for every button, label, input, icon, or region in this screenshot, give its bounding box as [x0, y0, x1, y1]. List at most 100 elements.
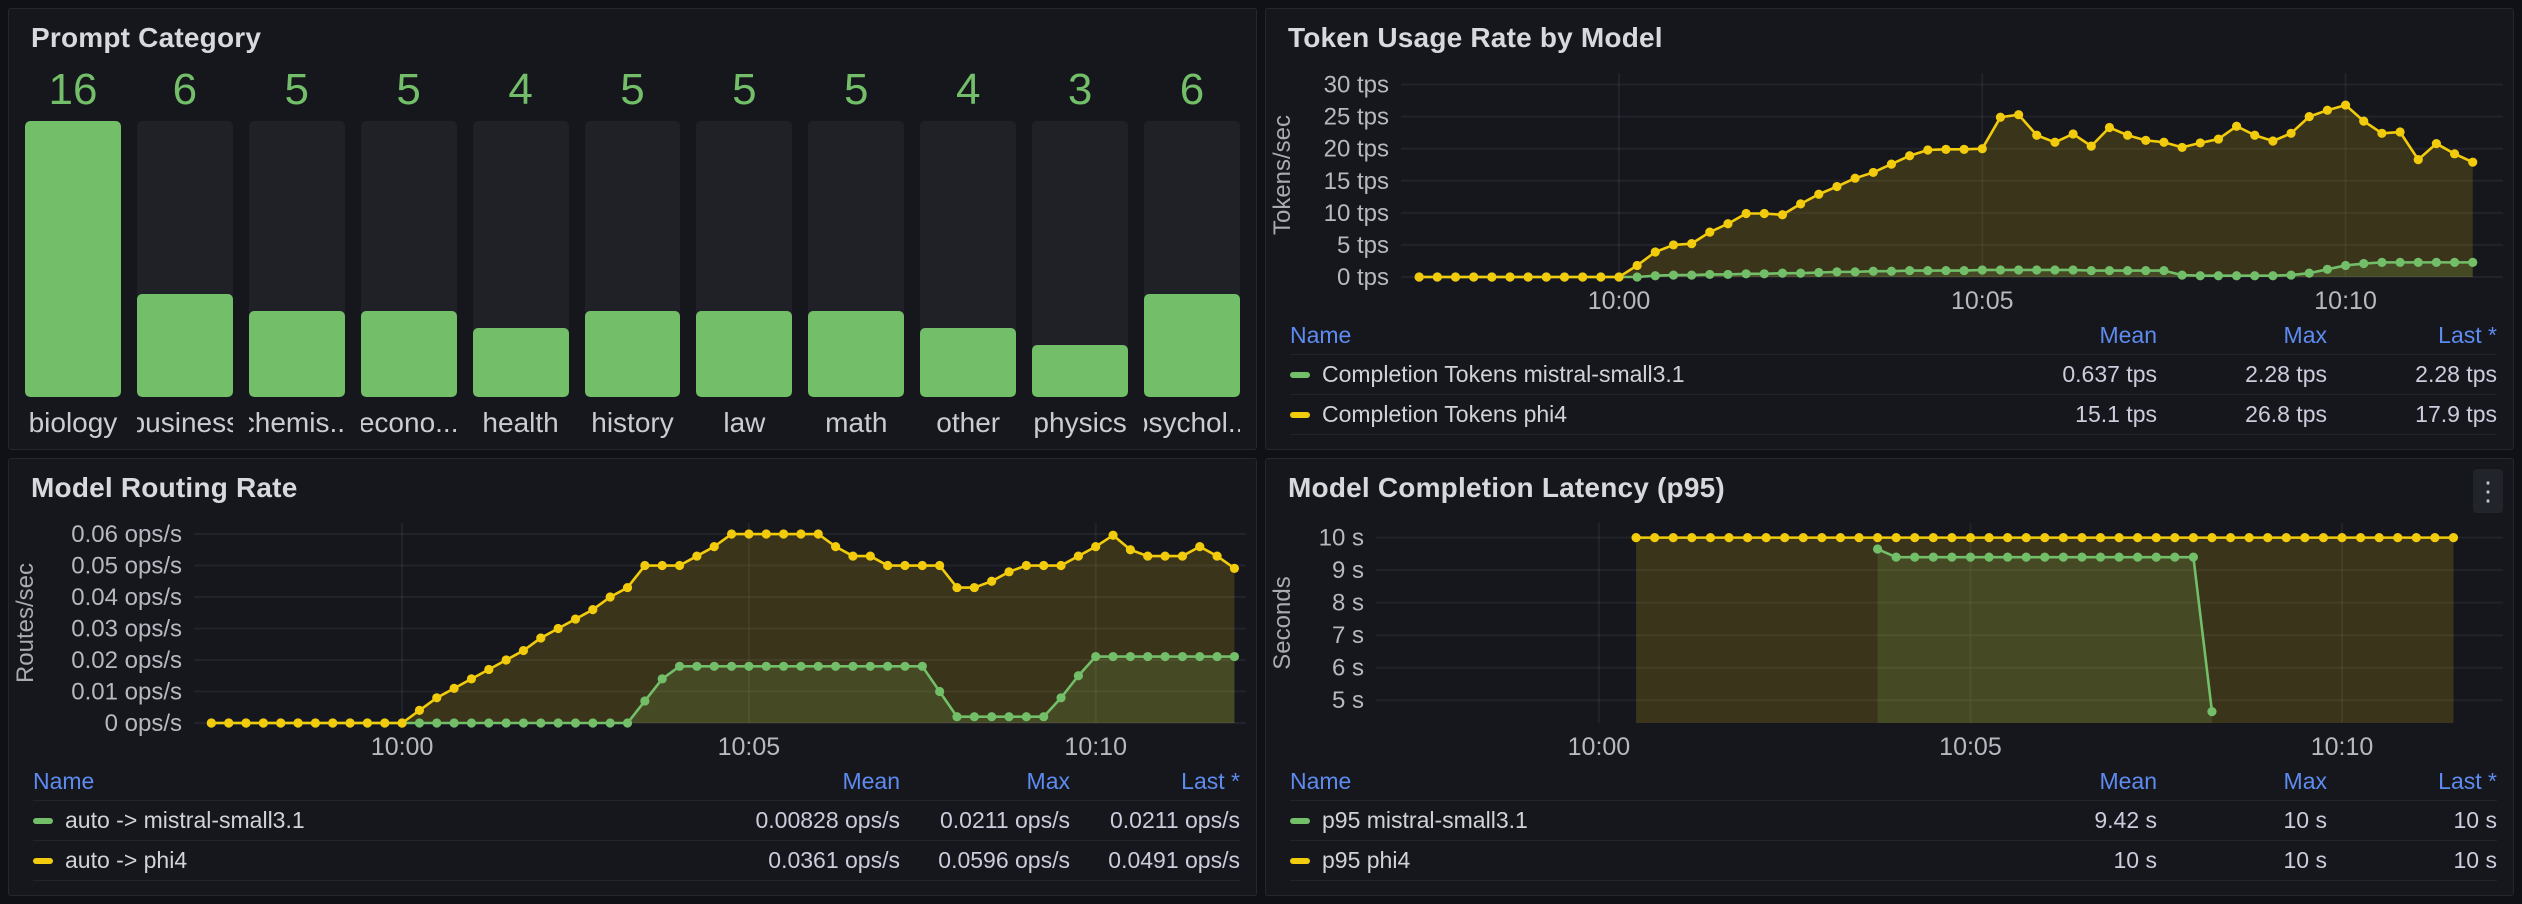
legend-column-header-max[interactable]: Max	[2283, 768, 2327, 794]
legend-header: Name Mean Max Last *	[1290, 317, 2497, 355]
y-tick-label: 0 tps	[1337, 264, 1389, 291]
legend-value-last: 0.0211 ops/s	[1109, 807, 1240, 833]
legend-series-toggle[interactable]: auto -> mistral-small3.1	[33, 807, 690, 834]
bar-fill	[248, 310, 345, 397]
legend-row: Completion Tokens mistral-small3.1 0.637 …	[1290, 355, 2497, 395]
bar-fill	[360, 310, 457, 397]
x-tick-label: 10:10	[2314, 287, 2377, 315]
legend-series-swatch-icon	[1290, 817, 1310, 824]
legend-row: auto -> mistral-small3.1 0.00828 ops/s 0.0…	[33, 801, 1240, 841]
y-tick-label: 9 s	[1332, 557, 1364, 584]
bar-column-history: 5 history	[584, 65, 681, 439]
completion-latency-plot: 5 s 6 s 7 s 8 s 9 s 10 s 10:00 10:05 10:10 Second…	[1266, 511, 2513, 763]
bar-value-label: 5	[396, 65, 421, 114]
y-tick-label: 10 tps	[1324, 200, 1389, 227]
legend-series-toggle[interactable]: p95 mistral-small3.1	[1290, 807, 1947, 834]
bar-category-label: health	[482, 407, 559, 438]
y-axis-title: Routes/sec	[12, 563, 39, 683]
bar-category-label: law	[723, 407, 766, 438]
bar-category-label: math	[825, 407, 888, 438]
bar-track	[472, 121, 569, 397]
y-tick-label: 7 s	[1332, 622, 1364, 649]
bar-value-label: 5	[844, 65, 869, 114]
y-tick-label: 15 tps	[1324, 168, 1389, 195]
bar-column-chemis: 5 chemis...	[248, 65, 345, 439]
x-tick-label: 10:10	[2311, 733, 2374, 761]
x-tick-label: 10:00	[1568, 733, 1631, 761]
x-tick-label: 10:05	[1951, 287, 2014, 315]
legend-column-header-last[interactable]: Last *	[2438, 322, 2497, 348]
bar-value-label: 16	[48, 65, 98, 114]
panel-model-completion-latency: ⋮ Model Completion Latency (p95) 5 s 6 s 7…	[1265, 458, 2514, 896]
legend-row: auto -> phi4 0.0361 ops/s 0.0596 ops/s 0.04…	[33, 841, 1240, 881]
bar-fill	[920, 328, 1017, 397]
legend-series-swatch-icon	[1290, 857, 1310, 864]
y-tick-label: 0.02 ops/s	[71, 647, 182, 674]
legend-column-header-mean[interactable]: Mean	[2099, 768, 2157, 794]
bar-track	[248, 121, 345, 397]
y-tick-label: 5 s	[1332, 687, 1364, 714]
panel-title: Model Routing Rate	[31, 472, 298, 503]
x-tick-label: 10:10	[1064, 733, 1127, 761]
legend-column-header-last[interactable]: Last *	[1181, 768, 1240, 794]
legend-header: Name Mean Max Last *	[1290, 763, 2497, 801]
legend-value-mean: 10 s	[2113, 847, 2157, 873]
bar-category-label: econo...	[360, 407, 457, 438]
legend-value-max: 26.8 tps	[2245, 401, 2327, 427]
y-axis-title: Tokens/sec	[1269, 115, 1296, 235]
legend-column-header-name[interactable]: Name	[1290, 768, 1352, 794]
legend-value-mean: 15.1 tps	[2075, 401, 2157, 427]
legend-row: p95 phi4 10 s 10 s 10 s	[1290, 841, 2497, 881]
bar-column-biology: 16 biology	[25, 65, 121, 439]
bar-column-psychol: 6 psychol...	[1144, 65, 1240, 439]
legend-column-header-mean[interactable]: Mean	[842, 768, 900, 794]
y-tick-label: 30 tps	[1324, 72, 1389, 99]
legend-series-swatch-icon	[1290, 411, 1310, 418]
y-tick-label: 25 tps	[1324, 104, 1389, 131]
legend-value-max: 10 s	[2283, 807, 2327, 833]
bar-value-label: 6	[172, 65, 198, 114]
bar-column-math: 5 math	[808, 65, 905, 439]
bar-category-label: biology	[28, 407, 118, 438]
bar-column-law: 5 law	[696, 65, 793, 439]
legend-column-header-mean[interactable]: Mean	[2099, 322, 2157, 348]
bar-column-econo: 5 econo...	[360, 65, 457, 439]
legend-series-toggle[interactable]: Completion Tokens mistral-small3.1	[1290, 361, 1947, 388]
legend-value-max: 0.0211 ops/s	[939, 807, 1070, 833]
bar-fill	[25, 121, 121, 397]
panel-menu-icon[interactable]: ⋮	[2473, 469, 2503, 513]
panel-header: Prompt Category	[9, 9, 1256, 61]
y-tick-label: 0 ops/s	[105, 710, 182, 737]
bar-value-label: 4	[955, 65, 981, 114]
legend-series-toggle[interactable]: auto -> phi4	[33, 847, 690, 874]
legend-column-header-max[interactable]: Max	[2283, 322, 2327, 348]
legend-row: Completion Tokens phi4 15.1 tps 26.8 tps 17…	[1290, 395, 2497, 435]
legend-series-name: Completion Tokens mistral-small3.1	[1322, 361, 1685, 387]
legend-column-header-last[interactable]: Last *	[2438, 768, 2497, 794]
bar-column-other: 4 other	[920, 65, 1017, 439]
legend-column-header-name[interactable]: Name	[1290, 322, 1352, 348]
legend-series-swatch-icon	[1290, 371, 1310, 378]
bar-category-label: business	[137, 407, 233, 438]
bar-track	[808, 121, 905, 397]
legend-value-max: 2.28 tps	[2245, 361, 2327, 387]
panel-token-usage-rate: Token Usage Rate by Model 0 tps 5 tps 10 t…	[1265, 8, 2514, 450]
legend-series-toggle[interactable]: Completion Tokens phi4	[1290, 401, 1947, 428]
bar-fill	[584, 310, 681, 397]
legend-value-mean: 0.00828 ops/s	[755, 807, 900, 833]
legend-value-last: 17.9 tps	[2415, 401, 2497, 427]
bar-value-label: 5	[620, 65, 645, 114]
panel-prompt-category: Prompt Category 16 biology 6 business 5 chemi…	[8, 8, 1257, 450]
bar-track	[1032, 121, 1129, 397]
bar-column-physics: 3 physics	[1032, 65, 1129, 439]
x-tick-label: 10:00	[1588, 287, 1651, 315]
legend-column-header-name[interactable]: Name	[33, 768, 95, 794]
bar-track	[360, 121, 457, 397]
bar-fill	[696, 310, 793, 397]
bar-category-label: physics	[1033, 407, 1127, 438]
legend-column-header-max[interactable]: Max	[1026, 768, 1070, 794]
legend-header: Name Mean Max Last *	[33, 763, 1240, 801]
bar-column-business: 6 business	[136, 65, 233, 439]
y-tick-label: 0.05 ops/s	[71, 553, 182, 580]
legend-series-toggle[interactable]: p95 phi4	[1290, 847, 1947, 874]
